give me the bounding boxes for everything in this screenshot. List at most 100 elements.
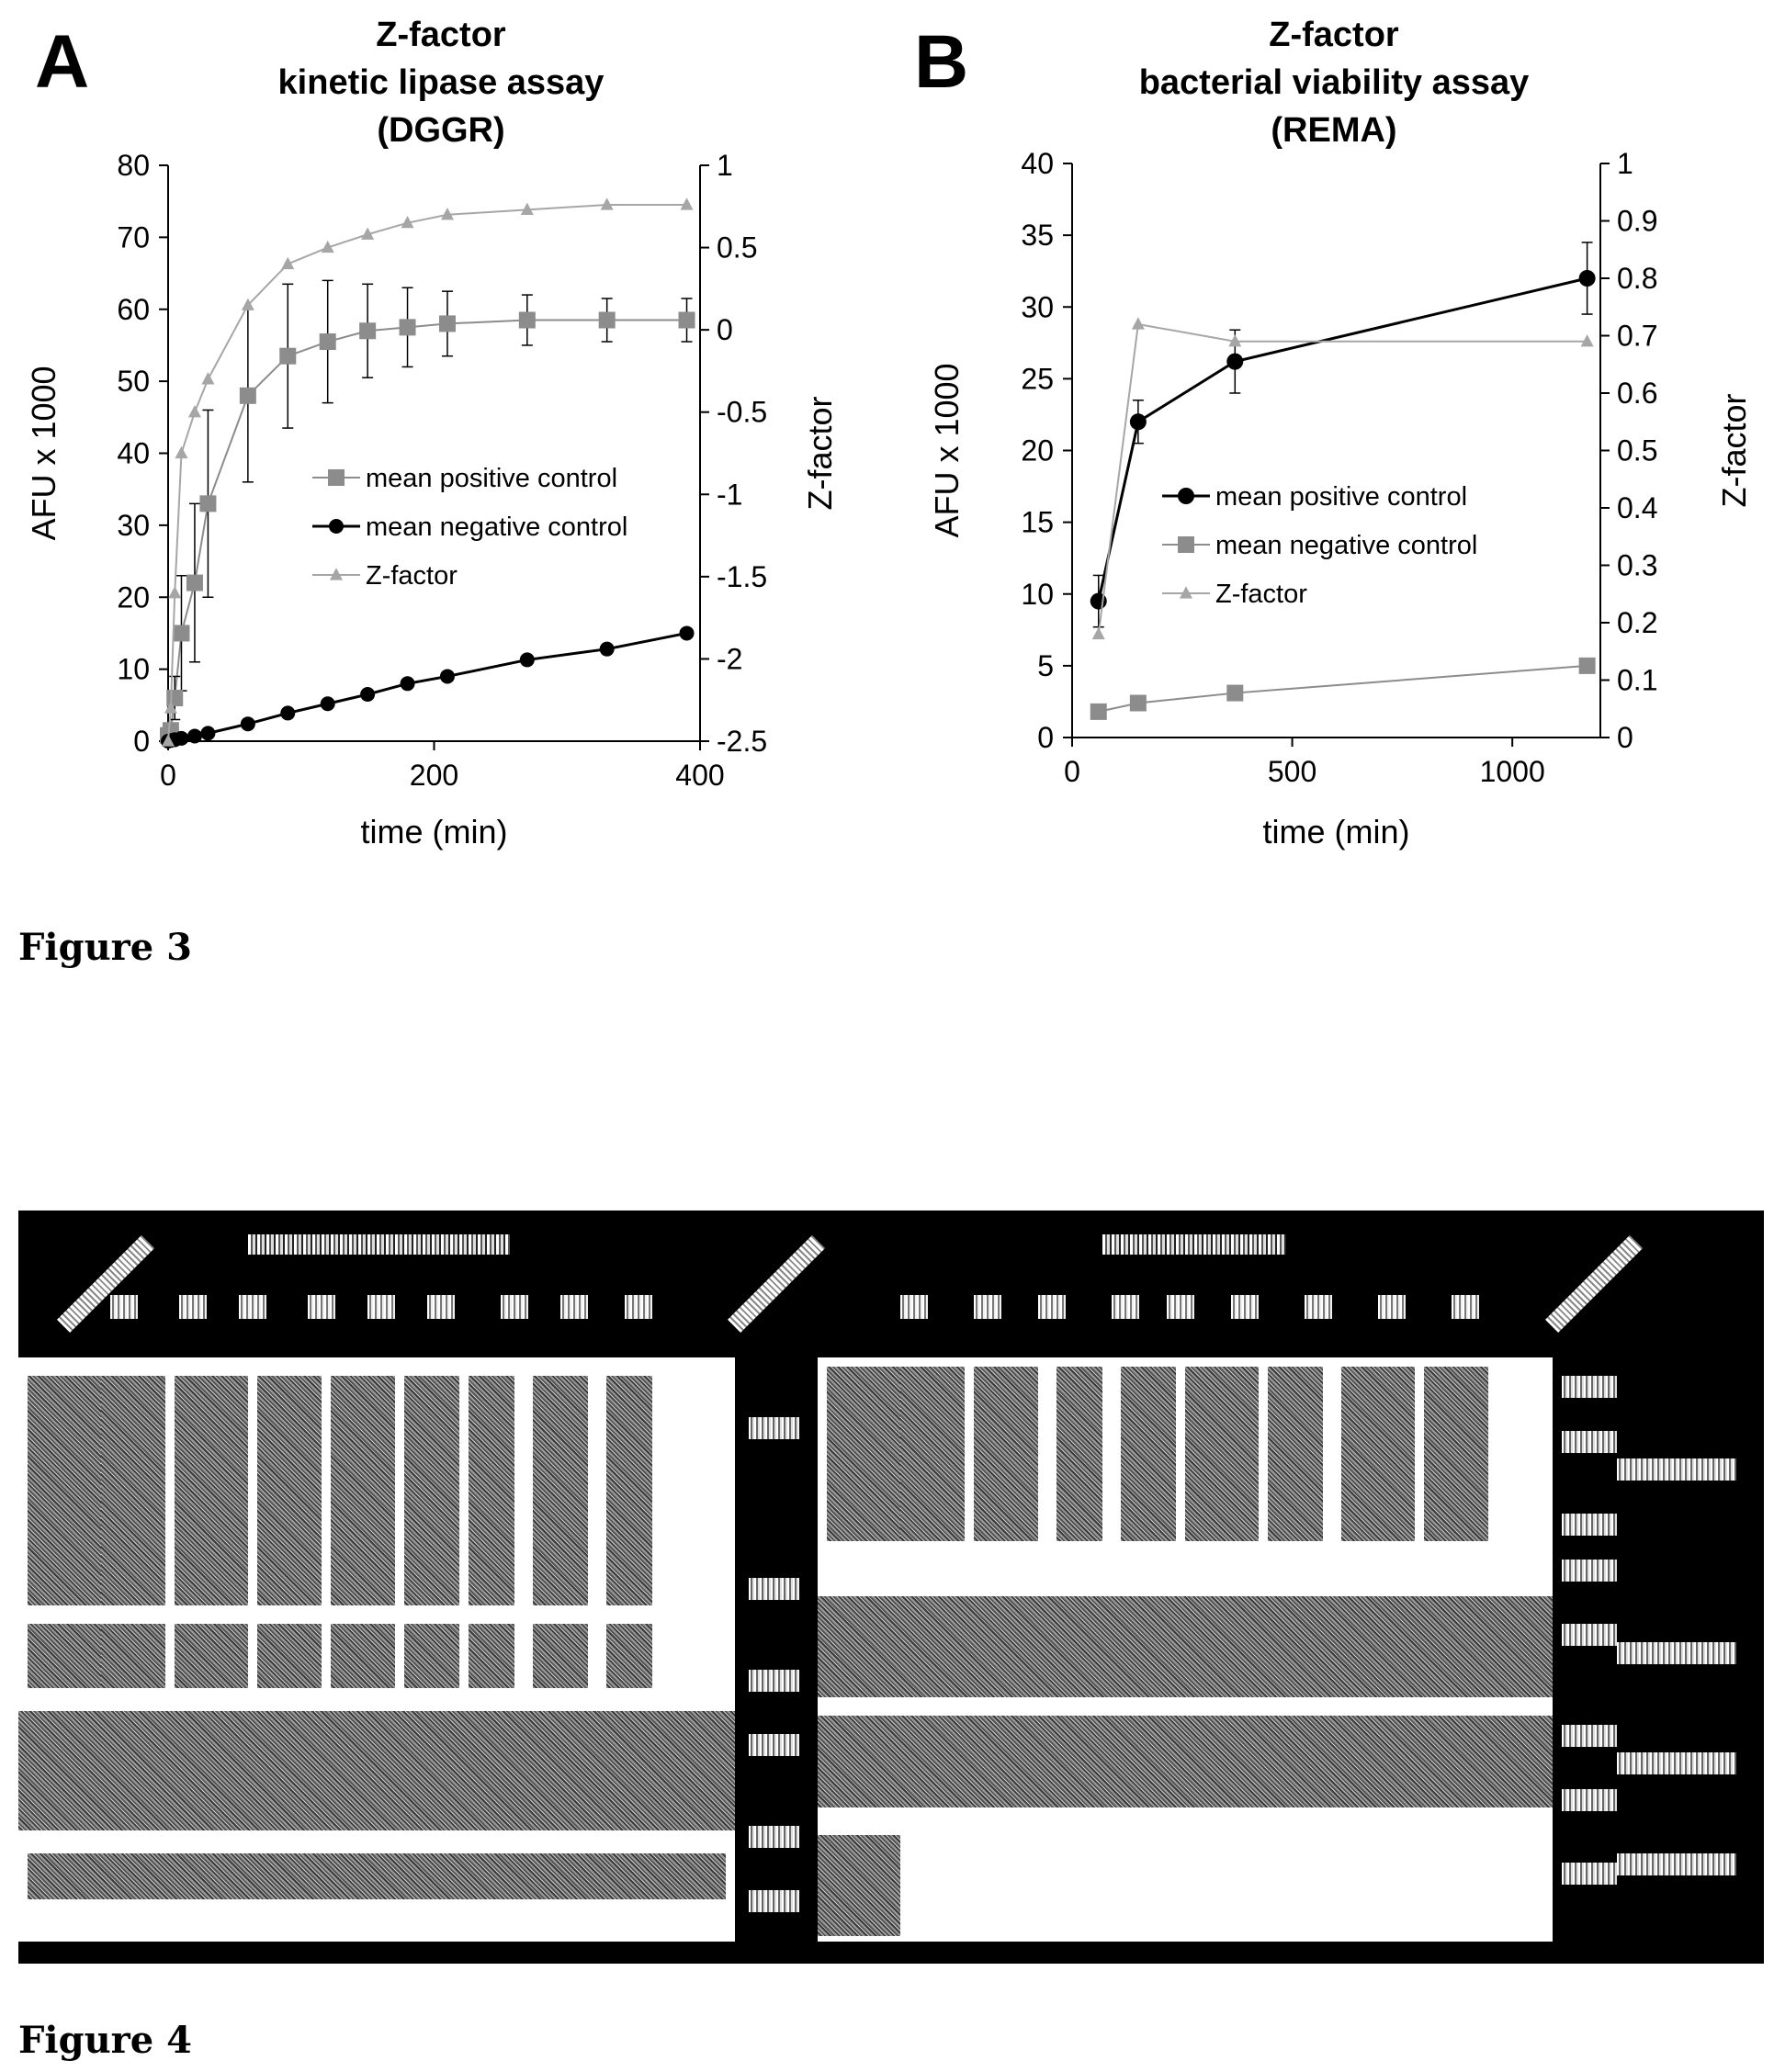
chart-title-line: kinetic lipase assay [278, 63, 605, 102]
y2-tick-label: -2 [717, 642, 742, 675]
lane-label [1452, 1295, 1479, 1319]
x-axis-label: time (min) [361, 813, 508, 850]
lane-label [560, 1295, 588, 1319]
gel-band [818, 1835, 900, 1936]
figure-4-caption: Figure 4 [18, 2019, 192, 2062]
data-point [1578, 270, 1596, 287]
legend-entry: mean negative control [1162, 531, 1477, 560]
side-tag [1617, 1752, 1736, 1774]
gel-band [28, 1624, 101, 1688]
series-triangle [162, 197, 694, 747]
data-point [279, 347, 297, 365]
gel-band [1121, 1367, 1176, 1541]
data-point [200, 726, 216, 741]
gel-band [331, 1376, 395, 1605]
data-point [319, 333, 336, 351]
y-tick-label: 20 [117, 580, 150, 614]
panel-letter: A [35, 20, 89, 104]
lane-label [1038, 1295, 1066, 1319]
legend-entry: Z-factor [312, 561, 458, 591]
lane-label [239, 1295, 266, 1319]
data-point [164, 701, 177, 714]
data-point [361, 227, 375, 240]
x-tick-label: 1000 [1480, 755, 1545, 788]
legend-marker [328, 469, 345, 486]
y-tick-label: 20 [1021, 434, 1054, 467]
diagonal-tag [727, 1234, 826, 1334]
data-point [1090, 703, 1107, 720]
side-tag [1617, 1853, 1736, 1875]
y2-tick-label: -1.5 [717, 560, 767, 593]
gel-band [1424, 1367, 1488, 1541]
y2-tick-label: -0.5 [717, 396, 767, 429]
data-point [240, 716, 255, 732]
data-point [1226, 684, 1244, 702]
series-square [1090, 657, 1596, 720]
gel-band [28, 1853, 726, 1899]
data-point [518, 311, 536, 329]
y2-tick-label: 0.6 [1617, 377, 1657, 410]
data-point [166, 689, 184, 706]
lane-label [1231, 1295, 1259, 1319]
lane-label [1167, 1295, 1194, 1319]
lane-label [974, 1295, 1001, 1319]
y2-tick-label: 0.1 [1617, 664, 1657, 697]
data-point [320, 696, 335, 712]
gel-band [28, 1376, 101, 1605]
data-point [519, 652, 535, 668]
data-point [280, 705, 296, 721]
panel-letter: B [914, 20, 968, 104]
side-tag [1617, 1458, 1736, 1481]
gel-band [1056, 1367, 1102, 1541]
data-point [1580, 334, 1594, 347]
gel-band [1185, 1367, 1259, 1541]
data-point [399, 319, 416, 336]
data-point [600, 197, 614, 210]
lane-label [110, 1295, 138, 1319]
gel-band [257, 1376, 322, 1605]
data-point [1131, 317, 1145, 330]
side-tag [749, 1670, 799, 1692]
data-point [321, 240, 334, 253]
y2-tick-label: 1 [717, 149, 733, 182]
data-point [241, 298, 254, 310]
y-tick-label: 70 [117, 220, 150, 253]
side-tag [1562, 1789, 1617, 1811]
lane-label [625, 1295, 652, 1319]
y-tick-label: 60 [117, 293, 150, 326]
y-tick-label: 35 [1021, 219, 1054, 252]
lane-label [1112, 1295, 1139, 1319]
gel-band [175, 1376, 248, 1605]
data-point [1578, 657, 1596, 674]
diagonal-tag [56, 1234, 155, 1334]
data-point [162, 734, 175, 747]
gel-band [1268, 1367, 1323, 1541]
data-point [1226, 353, 1244, 370]
data-point [401, 216, 414, 229]
lane-label [501, 1295, 528, 1319]
data-point [186, 574, 203, 591]
chart-title-line: bacterial viability assay [1139, 63, 1530, 102]
legend-marker [1178, 488, 1194, 504]
gel-band [18, 1711, 735, 1830]
data-point [187, 405, 201, 418]
chart-title-line: Z-factor [1269, 16, 1399, 54]
x-axis-label: time (min) [1263, 813, 1410, 850]
data-point [281, 256, 295, 270]
data-point [201, 372, 215, 385]
y2-tick-label: 0.2 [1617, 606, 1657, 639]
legend-marker [1178, 536, 1194, 553]
y2-tick-label: 1 [1617, 147, 1633, 180]
y-tick-label: 40 [1021, 147, 1054, 180]
x-tick-label: 0 [160, 759, 176, 792]
lane-label [900, 1295, 928, 1319]
y-tick-label: 10 [117, 653, 150, 686]
legend-label: mean positive control [366, 464, 617, 493]
lane-label [1378, 1295, 1406, 1319]
side-tag [749, 1890, 799, 1912]
data-point [359, 322, 377, 340]
chart-title-line: (REMA) [1271, 111, 1396, 150]
legend-marker [329, 519, 344, 534]
y2-axis-label: Z-factor [1715, 393, 1753, 507]
gel-band [533, 1624, 588, 1688]
